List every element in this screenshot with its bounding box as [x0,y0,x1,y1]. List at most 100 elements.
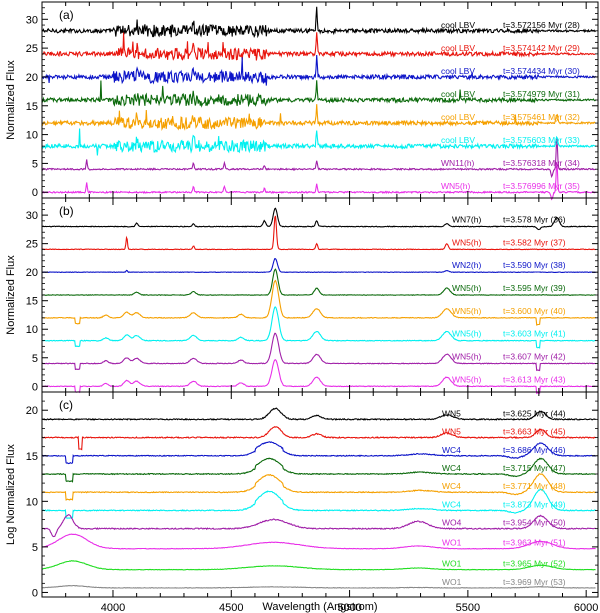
series-line-3-6 [41,488,596,519]
series-name-label: WO1 [442,538,462,548]
series-line-3-9 [41,560,596,571]
y-axis-label: Normalized Flux [5,255,17,335]
series-time-label: t=3.686 Myr (46) [503,445,566,455]
series-time-label: t=3.873 Myr (49) [503,499,566,509]
panel-tag: (c) [59,398,73,412]
x-tick-label: 5500 [456,602,480,613]
series-time-label: t=3.572156 Myr (28) [503,20,580,30]
series-name-label: WN5 [442,427,461,437]
series-name-label: WN5(h) [452,283,481,293]
series-name-label: WN5(h) [452,237,481,247]
y-tick-label: 15 [26,101,38,113]
series-time-label: t=3.576318 Myr (34) [503,158,580,168]
y-tick-label: 15 [26,296,38,308]
series-line-2-8 [41,359,596,395]
series-time-label: t=3.965 Myr (52) [503,559,566,569]
y-axis-label: Normalized Flux [5,60,17,140]
series-name-label: cool LBV [441,43,475,53]
series-name-label: WO1 [442,559,462,569]
series-line-1-3 [41,54,596,86]
series-line-2-1 [41,207,596,231]
y-tick-label: 20 [26,267,38,279]
y-tick-label: 5 [32,353,38,365]
series-line-3-10 [41,584,596,589]
series-name-label: WN5(h) [452,374,481,384]
series-time-label: t=3.575603 Myr (33) [503,135,580,145]
series-name-label: cool LBV [441,89,475,99]
series-line-2-3 [41,257,596,274]
series-name-label: WN2(h) [452,260,481,270]
series-name-label: WN5(h) [441,181,470,191]
series-name-label: WN5(h) [452,351,481,361]
series-line-1-4 [41,80,596,108]
series-time-label: t=3.603 Myr (41) [503,329,566,339]
series-time-label: t=3.590 Myr (38) [503,260,566,270]
series-line-2-6 [42,306,596,349]
y-axis-label: Log Normalized Flux [5,444,17,545]
series-name-label: WN5(h) [452,306,481,316]
series-line-1-5 [41,104,596,132]
y-tick-label: 5 [32,542,38,554]
series-time-label: t=3.969 Myr (53) [503,577,566,587]
series-line-1-8 [41,162,596,201]
y-tick-label: 10 [26,130,38,142]
y-tick-label: 30 [26,210,38,222]
series-time-label: t=3.582 Myr (37) [503,237,566,247]
y-tick-label: 15 [26,451,38,463]
series-line-2-7 [41,332,596,372]
series-time-label: t=3.574142 Myr (29) [503,43,580,53]
series-time-label: t=3.574434 Myr (30) [503,66,580,76]
x-axis-label: Wavelength (Angstrom) [262,601,377,613]
series-line-3-7 [41,514,596,538]
series-line-3-2 [42,426,596,451]
y-tick-label: 30 [26,14,38,26]
y-tick-label: 5 [32,158,38,170]
series-time-label: t=3.607 Myr (42) [503,351,566,361]
series-line-1-6 [41,128,597,156]
series-line-2-4 [41,268,596,296]
y-tick-label: 25 [26,239,38,251]
y-tick-label: 10 [26,324,38,336]
series-line-3-4 [41,457,596,483]
series-line-1-1 [41,6,596,39]
axes: 0 5 10 15 20 25 30 0 5 10 15 20 25 30 0 5 10 15 20 [26,1,599,599]
y-tick-label: 20 [26,72,38,84]
series-time-label: t=3.954 Myr (50) [503,518,566,528]
labels: cool LBV t=3.572156 Myr (28) cool LBV t=3.5… [5,8,598,613]
x-tick-label: 6000 [574,602,598,613]
series-time-label: t=3.715 Myr (47) [503,463,566,473]
series-time-label: t=3.575461 Myr (32) [503,112,580,122]
y-tick-label: 20 [26,405,38,417]
series-time-label: t=3.625 Myr (44) [503,408,566,418]
series-line-3-8 [41,533,596,550]
series-line-2-2 [41,215,596,251]
series-time-label: t=3.595 Myr (39) [503,283,566,293]
y-tick-label: 25 [26,43,38,55]
series-line-3-5 [41,473,596,501]
panel-tag: (a) [59,8,74,22]
series-line-3-3 [41,441,596,465]
series-line-3-1 [41,407,596,421]
series-name-label: WC4 [442,463,461,473]
series-name-label: cool LBV [441,66,475,76]
series-name-label: WN11(h) [441,158,475,168]
series-name-label: cool LBV [441,20,475,30]
series-time-label: t=3.963 Myr (51) [503,538,566,548]
y-tick-label: 0 [32,381,38,393]
series-name-label: cool LBV [441,112,475,122]
series-time-label: t=3.576996 Myr (35) [503,181,580,191]
y-tick-label: 0 [32,587,38,599]
series-time-label: t=3.663 Myr (45) [503,427,566,437]
series-line-1-2 [41,32,596,61]
series-time-label: t=3.771 Myr (48) [503,481,566,491]
series-name-label: WN5 [442,408,461,418]
series-line-1-7 [41,138,596,179]
series-name-label: WN7(h) [452,215,481,225]
x-tick-label: 4500 [219,602,243,613]
series-name-label: cool LBV [441,135,475,145]
panel-tag: (b) [59,204,74,218]
series-time-label: t=3.574979 Myr (31) [503,89,580,99]
plot-lines [41,6,597,589]
series-time-label: t=3.613 Myr (43) [503,374,566,384]
